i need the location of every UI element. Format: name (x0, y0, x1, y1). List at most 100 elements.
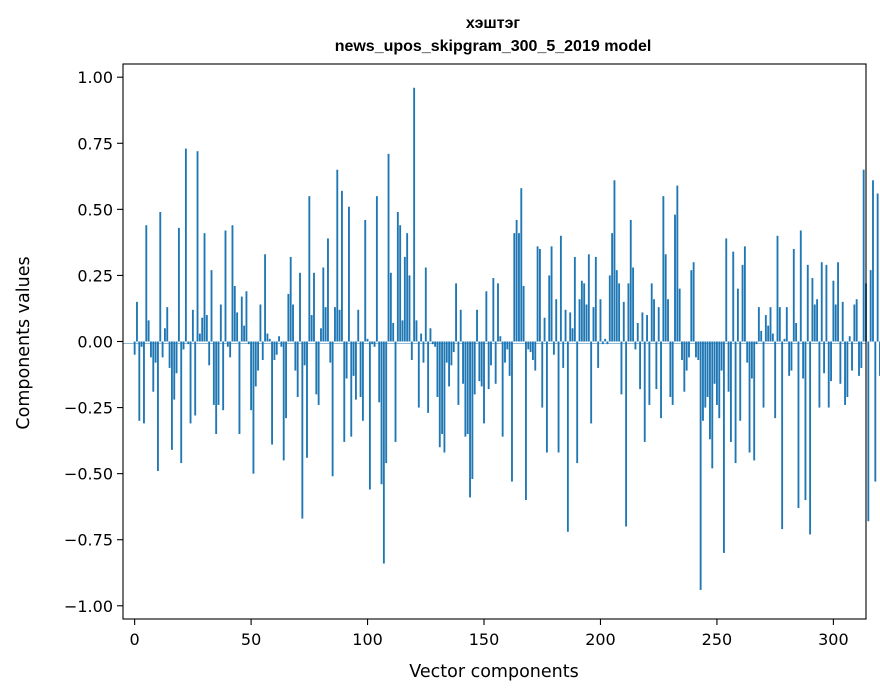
bar-component-182 (557, 341, 560, 453)
bar-component-133 (443, 341, 446, 453)
bar-component-295 (820, 262, 823, 342)
bar-component-6 (147, 320, 150, 342)
bar-component-301 (834, 304, 837, 342)
y-tick-label: −1.00 (64, 597, 113, 616)
bar-component-309 (853, 304, 856, 342)
bar-component-296 (823, 341, 826, 374)
bar-component-78 (315, 341, 318, 395)
bar-component-246 (706, 341, 709, 397)
bar-component-166 (520, 188, 523, 342)
bar-component-223 (653, 299, 655, 342)
bar-component-194 (585, 304, 588, 342)
bar-component-54 (259, 304, 262, 342)
bar-component-121 (415, 320, 418, 342)
bar-component-82 (324, 307, 327, 342)
bar-component-292 (813, 304, 816, 342)
bar-component-95 (354, 341, 357, 400)
bar-component-304 (841, 301, 844, 342)
bar-component-62 (278, 336, 280, 342)
bar-component-298 (827, 341, 830, 408)
bar-component-285 (797, 341, 800, 508)
bar-component-286 (799, 230, 802, 342)
bar-component-156 (497, 283, 499, 342)
bar-component-205 (611, 233, 614, 342)
bar-component-53 (257, 341, 260, 371)
bar-component-132 (441, 341, 444, 434)
bar-component-141 (462, 341, 464, 384)
bar-component-39 (224, 230, 227, 342)
bar-component-233 (676, 185, 679, 342)
bar-component-251 (718, 341, 721, 419)
bar-component-190 (576, 341, 579, 464)
bar-component-81 (322, 267, 325, 342)
bar-component-284 (795, 323, 798, 342)
bar-component-249 (713, 341, 716, 384)
x-tick-label: 250 (702, 630, 733, 649)
bar-component-20 (180, 341, 183, 464)
bar-component-3 (140, 341, 143, 347)
bar-component-147 (476, 309, 478, 342)
bar-component-306 (846, 341, 849, 397)
bar-component-269 (760, 330, 763, 342)
bar-component-256 (729, 341, 732, 442)
bar-component-66 (287, 293, 290, 342)
bar-component-117 (406, 233, 409, 342)
bar-component-107 (382, 341, 385, 564)
bar-component-109 (387, 153, 390, 342)
x-tick-label: 200 (585, 630, 616, 649)
bar-component-19 (177, 227, 180, 342)
bar-component-288 (804, 341, 807, 501)
bar-component-50 (250, 341, 253, 411)
bar-component-98 (361, 341, 364, 421)
bar-component-263 (746, 341, 749, 363)
bar-component-312 (860, 341, 863, 368)
bar-component-67 (289, 256, 292, 342)
bar-component-27 (196, 151, 199, 342)
bar-component-300 (832, 280, 835, 342)
bar-component-204 (608, 275, 611, 342)
bar-component-167 (522, 286, 525, 342)
bar-component-299 (830, 341, 832, 382)
bar-component-305 (844, 341, 846, 405)
bar-component-283 (792, 249, 795, 342)
bar-component-279 (783, 338, 786, 342)
bar-component-1 (136, 301, 138, 342)
bar-component-245 (704, 341, 707, 408)
bar-component-265 (750, 341, 753, 379)
bar-component-93 (350, 341, 353, 437)
bar-component-318 (874, 341, 877, 482)
bar-component-252 (720, 341, 723, 371)
bar-component-230 (669, 341, 672, 397)
bar-component-130 (436, 341, 439, 397)
bar-component-210 (622, 301, 625, 342)
bar-component-41 (229, 341, 232, 358)
bar-component-264 (748, 341, 751, 453)
bar-component-56 (264, 254, 267, 342)
bar-component-84 (329, 341, 332, 363)
bar-component-108 (385, 341, 388, 464)
bar-component-215 (634, 341, 637, 350)
bar-component-75 (308, 196, 311, 342)
bar-component-218 (641, 312, 644, 342)
bar-component-193 (583, 283, 586, 342)
bar-component-277 (778, 307, 781, 342)
bar-component-206 (613, 180, 616, 342)
bar-component-151 (485, 291, 488, 342)
bar-component-25 (191, 309, 194, 342)
bar-component-169 (527, 341, 530, 350)
bar-component-28 (198, 333, 201, 342)
bar-component-302 (837, 262, 839, 342)
bar-component-268 (757, 307, 760, 342)
bar-component-225 (657, 307, 660, 342)
bar-component-239 (690, 270, 693, 342)
bar-component-208 (618, 283, 621, 342)
bar-component-275 (774, 341, 777, 419)
x-axis-label: Vector components (409, 662, 578, 682)
bar-component-57 (266, 333, 269, 342)
bar-component-22 (184, 148, 187, 342)
bar-component-179 (550, 246, 553, 342)
y-tick-label: 0.25 (77, 266, 113, 285)
bar-component-110 (389, 272, 392, 342)
bar-component-90 (343, 341, 346, 442)
bar-component-116 (403, 256, 406, 342)
